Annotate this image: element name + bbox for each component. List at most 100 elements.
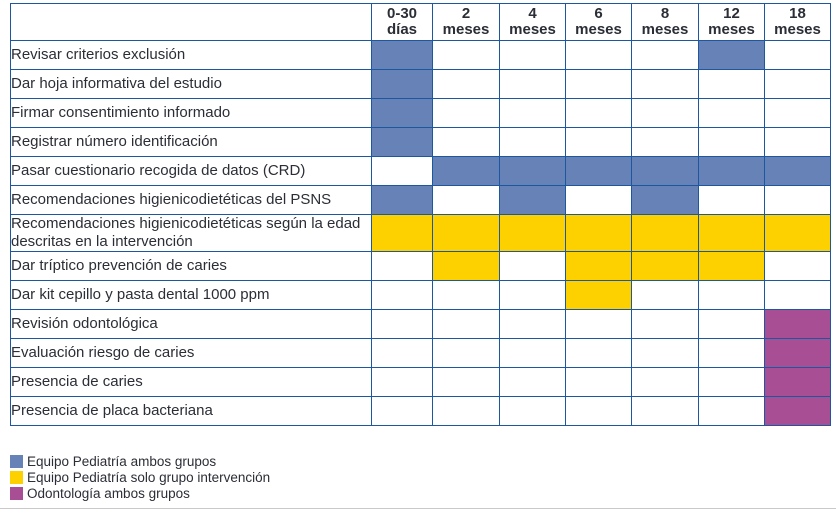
schedule-cell-empty xyxy=(432,185,500,215)
schedule-cell-empty xyxy=(565,40,632,70)
legend: Equipo Pediatría ambos grupos Equipo Pedi… xyxy=(10,453,270,501)
legend-swatch-purple xyxy=(10,486,23,500)
header-row: 0-30 días 2 meses 4 meses 6 meses 8 meses 12 meses 1… xyxy=(10,3,831,41)
schedule-cell-empty xyxy=(565,396,632,426)
schedule-cell-empty xyxy=(499,251,566,281)
page-divider xyxy=(0,508,836,509)
legend-item: Equipo Pediatría solo grupo intervención xyxy=(10,469,270,485)
schedule-cell-empty xyxy=(565,338,632,368)
schedule-cell-yellow xyxy=(631,214,699,252)
table-row: Presencia de placa bacteriana xyxy=(10,396,831,426)
column-header-top: 12 xyxy=(723,5,740,22)
schedule-cell-empty xyxy=(631,40,699,70)
schedule-cell-empty xyxy=(698,338,765,368)
schedule-cell-empty xyxy=(432,40,500,70)
row-label: Dar tríptico prevención de caries xyxy=(10,251,372,281)
corner-cell xyxy=(10,3,372,41)
table-row: Recomendaciones higienicodietéticas segú… xyxy=(10,214,831,252)
schedule-cell-purple xyxy=(764,396,831,426)
schedule-cell-purple xyxy=(764,309,831,339)
schedule-cell-empty xyxy=(764,98,831,128)
schedule-cell-empty xyxy=(371,280,433,310)
schedule-cell-empty xyxy=(499,367,566,397)
schedule-cell-purple xyxy=(764,338,831,368)
schedule-cell-empty xyxy=(371,156,433,186)
schedule-cell-yellow xyxy=(371,214,433,252)
schedule-cell-empty xyxy=(698,185,765,215)
schedule-cell-empty xyxy=(631,338,699,368)
schedule-cell-empty xyxy=(698,127,765,157)
schedule-cell-blue xyxy=(499,156,566,186)
column-header: 18 meses xyxy=(764,3,831,41)
table-row: Revisar criterios exclusión xyxy=(10,40,831,70)
schedule-cell-empty xyxy=(631,309,699,339)
schedule-cell-empty xyxy=(432,127,500,157)
legend-label: Equipo Pediatría solo grupo intervención xyxy=(27,469,271,485)
legend-item: Odontología ambos grupos xyxy=(10,485,270,501)
schedule-cell-empty xyxy=(565,309,632,339)
schedule-cell-empty xyxy=(631,127,699,157)
schedule-cell-empty xyxy=(432,309,500,339)
row-label: Registrar número identificación xyxy=(10,127,372,157)
schedule-cell-empty xyxy=(371,338,433,368)
schedule-cell-empty xyxy=(499,338,566,368)
legend-swatch-blue xyxy=(10,454,23,468)
schedule-cell-empty xyxy=(371,251,433,281)
schedule-cell-blue xyxy=(764,156,831,186)
schedule-cell-empty xyxy=(565,185,632,215)
table-row: Dar kit cepillo y pasta dental 1000 ppm xyxy=(10,280,831,310)
column-header-bottom: meses xyxy=(641,21,689,38)
schedule-cell-empty xyxy=(499,69,566,99)
schedule-cell-empty xyxy=(764,280,831,310)
schedule-cell-blue xyxy=(371,98,433,128)
schedule-cell-empty xyxy=(565,367,632,397)
table-row: Dar tríptico prevención de caries xyxy=(10,251,831,281)
schedule-cell-yellow xyxy=(698,251,765,281)
schedule-cell-empty xyxy=(499,309,566,339)
schedule-cell-empty xyxy=(499,40,566,70)
schedule-cell-empty xyxy=(432,338,500,368)
row-label: Revisar criterios exclusión xyxy=(10,40,372,70)
schedule-cell-yellow xyxy=(565,280,632,310)
column-header: 8 meses xyxy=(631,3,699,41)
column-header: 12 meses xyxy=(698,3,765,41)
column-header-bottom: meses xyxy=(708,21,755,38)
schedule-cell-empty xyxy=(631,69,699,99)
schedule-cell-empty xyxy=(764,127,831,157)
schedule-cell-empty xyxy=(631,98,699,128)
schedule-cell-blue xyxy=(565,156,632,186)
column-header-top: 0-30 xyxy=(386,5,418,22)
column-header-bottom: días xyxy=(386,21,417,38)
row-label: Evaluación riesgo de caries xyxy=(10,338,372,368)
schedule-cell-yellow xyxy=(698,214,765,252)
table-row: Dar hoja informativa del estudio xyxy=(10,69,831,99)
schedule-cell-empty xyxy=(565,69,632,99)
schedule-cell-empty xyxy=(631,367,699,397)
schedule-cell-empty xyxy=(698,367,765,397)
legend-label: Odontología ambos grupos xyxy=(27,485,190,501)
row-label: Revisión odontológica xyxy=(10,309,372,339)
row-label: Recomendaciones higienicodietéticas segú… xyxy=(10,214,372,252)
schedule-cell-empty xyxy=(631,396,699,426)
schedule-cell-yellow xyxy=(432,214,500,252)
column-header-bottom: meses xyxy=(774,21,821,38)
column-header-top: 6 xyxy=(594,5,603,22)
schedule-cell-empty xyxy=(432,396,500,426)
table-row: Pasar cuestionario recogida de datos (CR… xyxy=(10,156,831,186)
table-row: Revisión odontológica xyxy=(10,309,831,339)
row-label: Dar hoja informativa del estudio xyxy=(10,69,372,99)
table-row: Evaluación riesgo de caries xyxy=(10,338,831,368)
schedule-cell-blue xyxy=(631,156,699,186)
column-header-bottom: meses xyxy=(509,21,556,38)
schedule-table: 0-30 días 2 meses 4 meses 6 meses 8 meses 12 meses 1… xyxy=(10,3,831,426)
row-label: Pasar cuestionario recogida de datos (CR… xyxy=(10,156,372,186)
column-header: 2 meses xyxy=(432,3,500,41)
schedule-cell-empty xyxy=(432,280,500,310)
schedule-cell-empty xyxy=(371,309,433,339)
schedule-cell-empty xyxy=(371,396,433,426)
row-label: Recomendaciones higienicodietéticas del … xyxy=(10,185,372,215)
schedule-cell-empty xyxy=(499,127,566,157)
schedule-cell-empty xyxy=(698,280,765,310)
schedule-cell-blue xyxy=(499,185,566,215)
schedule-cell-blue xyxy=(432,156,500,186)
